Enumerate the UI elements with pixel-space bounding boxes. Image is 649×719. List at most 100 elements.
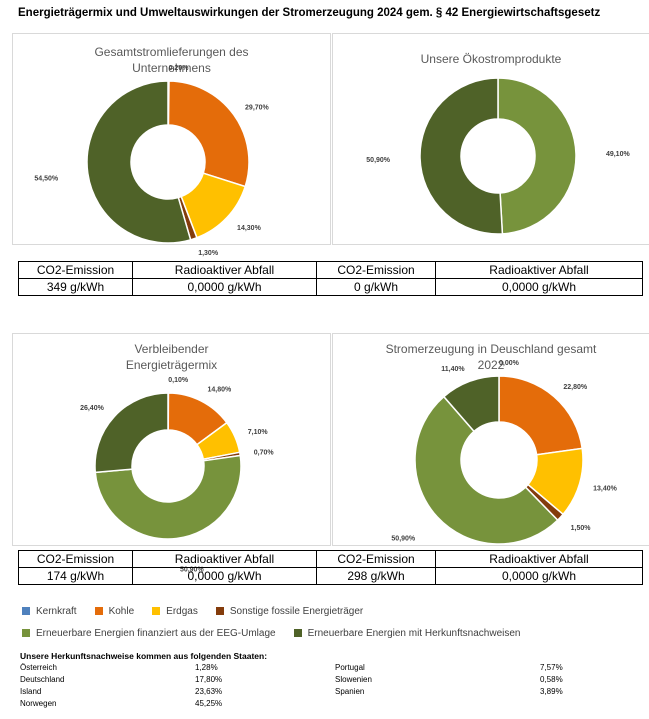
legend-swatch [152,607,161,615]
donut-slice-eeg [414,395,559,545]
table-header: CO2-Emission [18,261,133,279]
chart-title: Stromerzeugung in Deuschland gesamt 2022 [333,341,649,373]
donut-slice-herkunft [94,392,169,474]
donut-slice-kohle [498,375,584,456]
data-label: 0,70% [254,450,275,457]
origin-percent: 17,80% [195,675,223,684]
table-cell: 174 g/kWh [18,567,133,585]
origin-percent: 7,57% [540,663,563,672]
data-label: 0,10% [168,377,189,384]
donut-chart-oekostrom: 49,10% 50,90% [366,77,631,235]
data-label: 50,90% [391,535,416,542]
data-label: 14,80% [207,386,232,393]
legend-item-herkunft: Erneuerbare Energien mit Herkunftsnachwe… [293,627,521,639]
chart-panel-oekostrom: Unsere Ökostromprodukte 49,10% 50,90% [332,33,649,245]
table-cell: 0 g/kWh [316,278,436,296]
origin-country: Island [20,687,42,696]
donut-chart-verbleibend: 0,10%14,80%7,10%0,70%50,90%26,40% [80,377,275,573]
legend-label: Erneuerbare Energien finanziert aus der … [36,627,276,639]
donut-slice-kohle [167,80,250,188]
data-label: 0,20% [169,65,190,72]
table-header: CO2-Emission [316,550,436,568]
chart-title-line: Gesamtstromlieferungen des [94,45,249,59]
data-label: 0,00% [499,360,520,367]
legend-item-kernkraft: Kernkraft [22,606,77,617]
data-label: 26,40% [80,405,105,412]
donut-slice-herkunft [86,80,192,244]
table-cell: 0,0000 g/kWh [132,278,317,296]
donut-slice-herkunft [442,375,500,433]
legend-item-sonstige: Sonstige fossile Energieträger [215,605,364,617]
legend-swatch [22,629,30,637]
chart-panel-gesamt: Gesamtstromlieferungen des Unternehmens … [12,33,331,257]
legend-label: Kohle [108,605,135,617]
data-label: 13,40% [593,485,618,492]
chart-panel-deutschland: Stromerzeugung in Deuschland gesamt 2022… [332,333,649,546]
legend-label: Erdgas [166,605,198,617]
legend-swatch [293,629,302,637]
donut-slice-eeg [94,454,242,540]
data-label: 50,90% [366,157,391,164]
origin-country: Norwegen [20,699,57,708]
table-header: CO2-Emission [316,261,436,279]
chart-title-line: Energieträgermix [125,358,218,372]
legend-swatch [22,607,30,615]
table-cell: 0,0000 g/kWh [435,278,643,296]
chart-panel-verbleibend: Verbleibender Energieträgermix 0,10% 14,8… [12,333,331,573]
table-header: Radioaktiver Abfall [132,550,317,568]
origin-country: Slowenien [335,675,372,684]
origin-percent: 23,63% [195,687,223,696]
table-cell: 349 g/kWh [18,278,133,296]
table-cell: 298 g/kWh [316,567,436,585]
donut-chart-deutschland: 0,00% 22,80% 13,40% 1,50% 50,90% 11,40% [391,360,618,545]
data-label: 29,70% [245,104,270,111]
data-label: 1,30% [198,250,219,257]
values-table-top: CO2-Emission Radioaktiver Abfall CO2-Emi… [18,261,643,296]
origin-row: Island 23,63% Spanien 3,89% [20,686,563,698]
chart-legend: Kernkraft Kohle Erdgas Sonstige fossile … [22,600,649,644]
origin-row: Österreich 1,28% Portugal 7,57% [20,662,563,674]
legend-item-erdgas: Erdgas [152,606,198,617]
donut-chart-gesamt: 0,20% 29,70% 14,30% 1,30% 54,50% [34,65,270,257]
values-table-bottom: CO2-Emission Radioaktiver Abfall CO2-Emi… [18,550,643,585]
origin-country: Spanien [335,687,365,696]
legend-swatch [215,607,224,615]
data-label: 49,10% [606,151,631,158]
data-label: 1,50% [571,525,592,532]
origin-row: Norwegen 45,25% [20,698,267,710]
origin-row: Deutschland 17,80% Slowenien 0,58% [20,674,563,686]
page-title: Energieträgermix und Umweltauswirkungen … [18,7,601,19]
chart-title-line: 2022 [477,358,505,372]
origin-country: Portugal [335,663,365,672]
table-cell: 0,0000 g/kWh [435,567,643,585]
chart-title-line: Unternehmens [132,61,211,75]
table-cell: 0,0000 g/kWh [132,567,317,585]
donut-slice-eeg [497,77,577,235]
table-header: Radioaktiver Abfall [435,550,643,568]
data-label: 7,10% [248,429,269,436]
chart-title-line: Stromerzeugung in Deuschland gesamt [385,342,597,356]
legend-swatch [94,607,103,615]
origin-percent: 0,58% [540,675,563,684]
chart-title-line: Verbleibender [134,342,209,356]
origin-percent: 45,25% [195,699,223,708]
table-header: Radioaktiver Abfall [132,261,317,279]
chart-title-line: Unsere Ökostromprodukte [420,52,562,66]
data-label: 22,80% [563,384,588,391]
origin-country: Deutschland [20,675,65,684]
legend-item-eeg: Erneuerbare Energien finanziert aus der … [22,628,276,639]
origin-country: Österreich [20,663,57,672]
legend-item-kohle: Kohle [94,605,135,617]
data-label: 14,30% [237,225,262,232]
donut-slice-herkunft [419,77,504,235]
chart-title: Gesamtstromlieferungen des Unternehmens [13,44,330,76]
data-label: 11,40% [441,366,465,373]
origin-title: Unsere Herkunftsnachweise kommen aus fol… [20,651,268,661]
chart-title: Verbleibender Energieträgermix [13,341,330,373]
origin-list: Unsere Herkunftsnachweise kommen aus fol… [20,650,563,710]
table-header: Radioaktiver Abfall [435,261,643,279]
chart-title: Unsere Ökostromprodukte [333,51,649,67]
data-label: 54,50% [34,176,59,183]
legend-label: Erneuerbare Energien mit Herkunftsnachwe… [307,627,521,639]
legend-label: Sonstige fossile Energieträger [229,605,364,617]
